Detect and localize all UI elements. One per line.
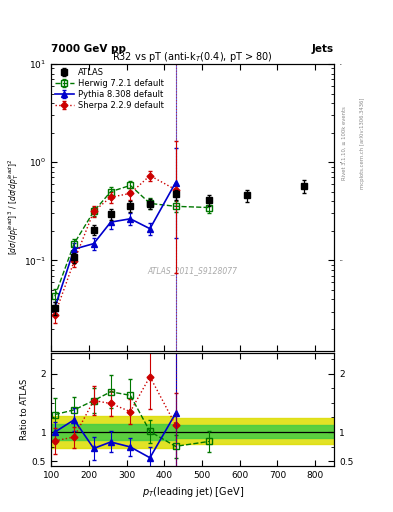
X-axis label: $p_T$(leading jet) [GeV]: $p_T$(leading jet) [GeV] — [141, 485, 244, 499]
Text: Rivet 3.1.10, ≥ 100k events: Rivet 3.1.10, ≥ 100k events — [342, 106, 347, 180]
Text: Jets: Jets — [312, 44, 334, 54]
Y-axis label: Ratio to ATLAS: Ratio to ATLAS — [20, 379, 29, 440]
Legend: ATLAS, Herwig 7.2.1 default, Pythia 8.308 default, Sherpa 2.2.9 default: ATLAS, Herwig 7.2.1 default, Pythia 8.30… — [53, 67, 165, 112]
Y-axis label: $[d\sigma/dp_T^{lead}]^3\ /\ [d\sigma/dp_T^{lead}]^2$: $[d\sigma/dp_T^{lead}]^3\ /\ [d\sigma/dp… — [6, 159, 21, 255]
Title: R32 vs pT (anti-k$_T$(0.4), pT > 80): R32 vs pT (anti-k$_T$(0.4), pT > 80) — [112, 50, 273, 64]
Text: 7000 GeV pp: 7000 GeV pp — [51, 44, 126, 54]
Text: ATLAS_2011_S9128077: ATLAS_2011_S9128077 — [147, 266, 238, 275]
Text: mcplots.cern.ch [arXiv:1306.3436]: mcplots.cern.ch [arXiv:1306.3436] — [360, 98, 365, 189]
